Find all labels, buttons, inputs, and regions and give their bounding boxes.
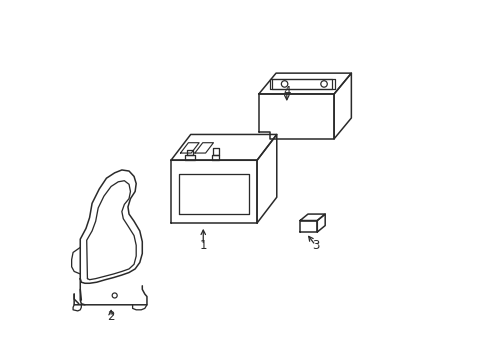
Text: 2: 2 [107, 310, 115, 324]
Text: 4: 4 [283, 85, 290, 98]
Text: 1: 1 [199, 239, 206, 252]
Text: 3: 3 [311, 239, 319, 252]
